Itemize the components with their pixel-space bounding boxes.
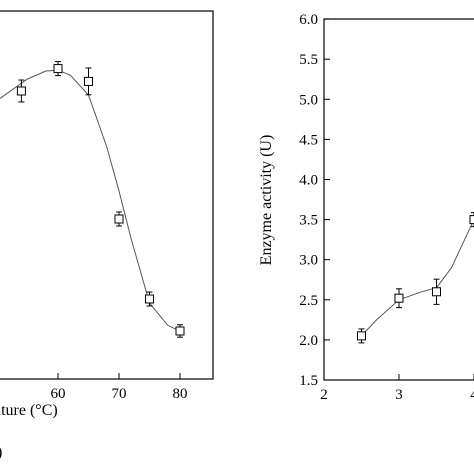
right-x-tick-label: 2: [320, 387, 328, 403]
right-plot-frame: [323, 18, 474, 381]
right-y-tick-label: 3.5: [299, 213, 318, 229]
left-x-tick-label: 80: [173, 386, 188, 402]
right-x-ticks: 2 3 4: [320, 374, 474, 403]
right-y-tick-label: 5.0: [299, 92, 318, 108]
left-square-marker: [16, 86, 26, 96]
left-data-point: [16, 79, 26, 103]
right-square-marker: [394, 293, 404, 303]
right-y-ticks: 1.5 2.0 2.5 3.0 3.5 4.0 4.5 5.0 5.5 6.0: [299, 12, 330, 389]
right-data-point: [432, 278, 441, 305]
right-y-tick-label: 4.0: [299, 173, 318, 189]
left-x-tick-label: 60: [51, 386, 66, 402]
left-panel-label: ): [0, 444, 2, 461]
left-square-marker: [175, 326, 185, 336]
right-y-tick-label: 6.0: [299, 12, 318, 28]
right-y-tick-label: 5.5: [299, 52, 318, 68]
right-y-tick-label: 3.0: [299, 253, 318, 269]
right-square-marker: [357, 331, 366, 341]
left-x-axis-label: ature (°C): [0, 402, 58, 419]
right-square-marker: [432, 287, 441, 297]
right-data-point: [357, 328, 366, 344]
right-square-marker: [469, 215, 474, 225]
left-data-point: [145, 291, 154, 307]
right-fit-curve-group: [361, 218, 474, 337]
left-data-point: [84, 67, 93, 96]
left-square-marker: [114, 214, 124, 224]
left-x-ticks: 60 70 80: [51, 373, 188, 402]
left-square-marker: [145, 294, 154, 304]
left-chart: 60 70 80 ature (°C) ): [0, 10, 214, 461]
left-plot-frame: [0, 10, 214, 380]
right-y-tick-label: 2.5: [299, 293, 318, 309]
right-y-axis-label: Enzyme activity (U): [258, 135, 275, 266]
left-x-tick-label: 70: [112, 386, 127, 402]
right-fit-curve: [361, 218, 474, 337]
left-square-marker: [84, 76, 93, 86]
right-y-tick-label: 1.5: [299, 373, 318, 389]
left-data-point: [175, 324, 185, 338]
right-data-point: [469, 212, 474, 228]
right-data-point: [394, 288, 404, 309]
left-data-points: [16, 61, 185, 338]
right-chart: 1.5 2.0 2.5 3.0 3.5 4.0 4.5 5.0 5.5 6.0 2 3 4 Enzym…: [258, 12, 474, 403]
right-y-tick-label: 4.5: [299, 132, 318, 148]
left-data-point: [114, 211, 124, 227]
right-x-tick-label: 3: [395, 387, 403, 403]
left-fit-curve: [0, 69, 181, 332]
left-data-point: [53, 61, 63, 77]
left-fit-curve-group: [0, 69, 181, 332]
right-data-points: [357, 212, 474, 344]
right-y-tick-label: 2.0: [299, 333, 318, 349]
left-square-marker: [53, 64, 63, 74]
right-x-tick-label: 4: [470, 387, 474, 403]
